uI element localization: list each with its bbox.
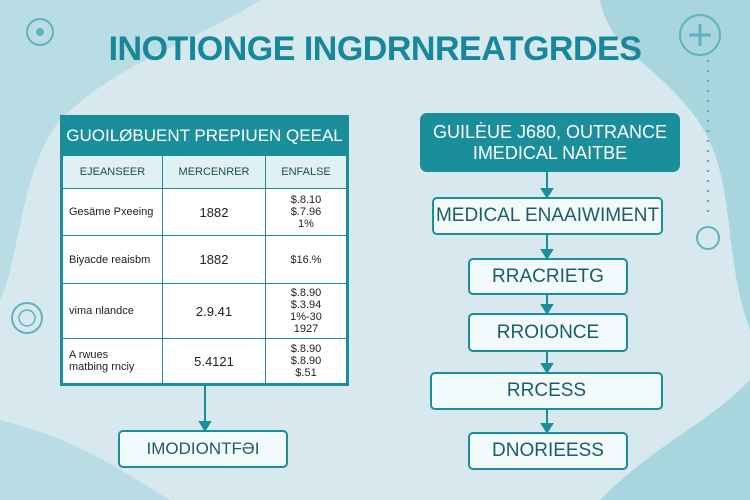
column-header: MERCENRER — [162, 155, 266, 189]
cell-line: $.8.90 — [290, 343, 322, 355]
table-title: GUOILØBUENT PREPIUEN QEEAL — [62, 117, 347, 155]
cell-line: $16.% — [290, 253, 322, 266]
cell-line: 2.9.41 — [195, 303, 233, 319]
table-cell: vima nlandce — [62, 283, 163, 339]
cell-line: Biyacde reaisbm — [69, 253, 151, 266]
table-cell: 1882 — [162, 235, 266, 284]
table-cell: 2.9.41 — [162, 283, 266, 339]
column-header: EJEANSEER — [62, 155, 163, 189]
table-cell: $.8.90 $.8.90 $.51 — [265, 338, 347, 384]
cell-line: matbing rnciy — [69, 361, 135, 373]
result-box: IMODIONTFƏI — [118, 430, 288, 468]
flow-step: RRCESS — [430, 372, 663, 410]
cell-line: $.51 — [295, 367, 317, 379]
table-cell: $.8.10 $.7.96 1% — [265, 188, 347, 236]
cell-line: $.8.10 — [290, 194, 322, 206]
table-row: A rwues matbing rnciy 5.4121 $.8.90 $.8.90 $.… — [62, 338, 347, 384]
cell-line: 1% — [298, 218, 314, 230]
cell-line: 1882 — [199, 204, 229, 220]
table-cell: Gesäme Pxeeing — [62, 188, 163, 236]
cell-line: A rwues — [69, 349, 109, 361]
cell-line: vima nlandce — [69, 305, 134, 317]
page-title: INOTIONGE INGDRNREATGRDES — [108, 30, 642, 68]
flow-step: MEDICAL ENAAIWIMENT — [432, 197, 663, 235]
cell-line: 1882 — [199, 252, 229, 267]
flow-header-line: IMEDICAL NAITBE — [472, 142, 628, 163]
table-cell: 1882 — [162, 188, 266, 236]
cell-line: 1927 — [293, 323, 319, 335]
cell-line: $.7.96 — [290, 206, 322, 218]
flow-header-line: GUILĖUE J680, OUTRANCE — [432, 121, 668, 142]
cell-line: 1%-30 — [290, 311, 322, 323]
flow-step: DNORIEESS — [468, 432, 628, 470]
data-table: GUOILØBUENT PREPIUEN QEEAL EJEANSEER MERC… — [60, 115, 349, 386]
table-cell: $16.% — [265, 235, 347, 284]
cell-line: 5.4121 — [194, 353, 234, 369]
flow-header: GUILĖUE J680, OUTRANCE IMEDICAL NAITBE — [420, 113, 680, 172]
cell-line: $.3.94 — [290, 299, 322, 311]
flow-step: RROIONCE — [468, 313, 628, 352]
header-row: EJEANSEER MERCENRER ENFALSE — [62, 155, 347, 189]
column-header: ENFALSE — [265, 155, 347, 189]
cell-line: $.8.90 — [290, 355, 322, 367]
table-row: vima nlandce 2.9.41 $.8.90 $.3.94 1%-30 1927 — [62, 283, 347, 339]
table-grid: EJEANSEER MERCENRER ENFALSE Gesäme Pxeeing… — [62, 155, 347, 384]
cell-line: $.8.90 — [290, 287, 322, 299]
table-row: Biyacde reaisbm 1882 $16.% — [62, 235, 347, 284]
table-row: Gesäme Pxeeing 1882 $.8.10 $.7.96 1% — [62, 188, 347, 236]
flow-step: RRACRIETG — [468, 258, 628, 295]
table-cell: $.8.90 $.3.94 1%-30 1927 — [265, 283, 347, 339]
table-cell: A rwues matbing rnciy — [62, 338, 163, 384]
cell-line: Gesäme Pxeeing — [69, 206, 154, 218]
table-cell: 5.4121 — [162, 338, 266, 384]
table-cell: Biyacde reaisbm — [62, 235, 163, 284]
